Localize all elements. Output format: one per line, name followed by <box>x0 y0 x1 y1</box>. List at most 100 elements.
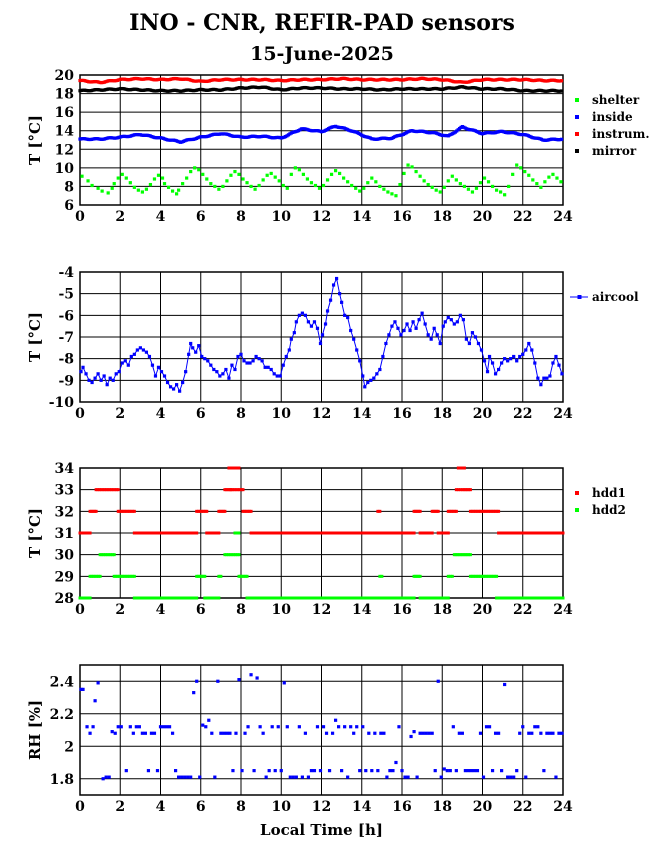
x-tick-label: 14 <box>352 602 372 618</box>
data-point <box>528 596 532 600</box>
data-point <box>168 531 172 535</box>
data-point <box>364 769 368 773</box>
data-point <box>462 184 466 189</box>
data-point <box>541 531 545 535</box>
y-tick-label: 2.2 <box>50 707 74 723</box>
data-point <box>359 531 363 535</box>
data-point <box>123 359 127 363</box>
data-point <box>251 359 255 363</box>
data-point <box>181 596 185 600</box>
data-point <box>291 531 295 535</box>
data-point <box>231 488 235 492</box>
data-point <box>459 466 463 470</box>
data-point <box>200 574 204 578</box>
series-mirror: mirror <box>78 85 637 158</box>
data-point <box>446 596 450 600</box>
data-point <box>181 380 185 385</box>
data-point <box>517 531 521 535</box>
data-point <box>165 380 170 385</box>
data-point <box>478 574 482 578</box>
data-point <box>262 596 266 600</box>
data-point <box>217 596 221 600</box>
data-point <box>495 596 499 600</box>
data-point <box>314 531 318 535</box>
data-point <box>485 574 489 578</box>
data-point <box>467 488 471 492</box>
data-point <box>366 380 370 385</box>
data-point <box>109 488 113 492</box>
data-point <box>410 596 414 600</box>
data-point <box>318 769 323 773</box>
data-point <box>207 531 211 535</box>
data-point <box>486 574 490 578</box>
data-point <box>353 596 357 600</box>
data-point <box>514 531 518 535</box>
data-point <box>212 596 216 600</box>
data-point <box>339 531 343 535</box>
data-point <box>382 187 386 191</box>
data-point <box>363 596 367 600</box>
data-point <box>131 574 135 578</box>
data-point <box>500 596 504 600</box>
data-point <box>463 769 467 773</box>
data-point <box>325 309 330 313</box>
data-point <box>230 553 234 557</box>
data-point <box>512 775 516 779</box>
legend-label: instrum. <box>592 127 650 141</box>
data-point <box>454 488 458 492</box>
data-point <box>262 531 266 535</box>
data-point <box>415 509 419 513</box>
data-point <box>150 363 155 367</box>
data-point <box>452 322 456 326</box>
data-point <box>245 574 249 578</box>
data-point <box>478 731 483 735</box>
data-point <box>86 531 90 535</box>
data-point <box>102 374 106 378</box>
data-point <box>314 596 318 600</box>
data-point <box>166 596 170 600</box>
x-tick-label: 22 <box>513 209 532 225</box>
data-point <box>266 531 270 535</box>
data-point <box>475 769 480 773</box>
data-point <box>390 531 394 535</box>
data-point <box>470 509 474 513</box>
data-point <box>201 172 205 176</box>
data-point <box>561 531 565 535</box>
data-point <box>432 509 436 513</box>
data-point <box>462 488 466 492</box>
data-point <box>461 318 465 322</box>
y-tick-label: 20 <box>55 68 75 84</box>
data-point <box>252 769 256 773</box>
data-point <box>174 531 178 535</box>
data-point <box>222 731 226 735</box>
data-point <box>274 531 278 535</box>
legend-marker <box>575 115 579 119</box>
data-point <box>174 596 178 600</box>
data-point <box>98 488 102 492</box>
data-point <box>460 553 464 557</box>
data-point <box>301 531 305 535</box>
data-point <box>189 775 193 779</box>
data-point <box>542 531 546 535</box>
data-point <box>544 596 548 600</box>
data-point <box>132 352 136 356</box>
data-point <box>272 596 276 600</box>
data-point <box>210 531 214 535</box>
data-point <box>462 466 466 470</box>
data-point <box>276 725 280 729</box>
data-point <box>120 172 124 176</box>
data-point <box>116 509 120 513</box>
data-point <box>426 182 430 187</box>
data-point <box>151 531 155 535</box>
data-point <box>371 531 375 535</box>
data-point <box>132 531 136 535</box>
data-point <box>369 596 373 600</box>
data-point <box>446 531 450 535</box>
data-point <box>137 725 141 729</box>
data-point <box>80 531 84 535</box>
data-point <box>322 531 326 535</box>
data-point <box>409 531 413 535</box>
data-point <box>189 341 193 346</box>
data-point <box>171 531 175 535</box>
data-point <box>473 574 477 578</box>
